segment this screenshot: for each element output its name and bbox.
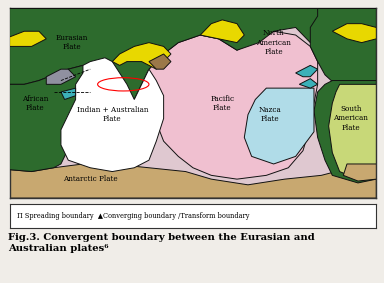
- Text: Pacific
Plate: Pacific Plate: [210, 95, 234, 112]
- Polygon shape: [145, 31, 318, 179]
- Polygon shape: [200, 20, 244, 43]
- Polygon shape: [10, 164, 376, 198]
- Text: Fig.3. Convergent boundary between the Eurasian and
Australian plates⁶: Fig.3. Convergent boundary between the E…: [8, 233, 314, 253]
- Polygon shape: [332, 24, 376, 43]
- Polygon shape: [314, 81, 376, 183]
- Polygon shape: [10, 31, 46, 46]
- Polygon shape: [46, 69, 76, 84]
- Text: Indian + Australian
Plate: Indian + Australian Plate: [76, 106, 148, 123]
- Polygon shape: [112, 43, 171, 69]
- Text: Antarctic Plate: Antarctic Plate: [63, 175, 118, 183]
- Text: Nazca
Plate: Nazca Plate: [258, 106, 281, 123]
- Polygon shape: [296, 65, 318, 77]
- Text: North
American
Plate: North American Plate: [256, 29, 291, 56]
- Text: South
American
Plate: South American Plate: [333, 105, 368, 132]
- Polygon shape: [329, 84, 376, 179]
- Polygon shape: [310, 8, 376, 100]
- Polygon shape: [61, 88, 76, 100]
- Polygon shape: [244, 88, 314, 164]
- Polygon shape: [299, 79, 318, 88]
- Polygon shape: [149, 54, 171, 69]
- Text: Eurasian
Plate: Eurasian Plate: [56, 34, 88, 51]
- Text: African
Plate: African Plate: [22, 95, 48, 112]
- Polygon shape: [343, 164, 376, 181]
- Polygon shape: [10, 8, 376, 113]
- Polygon shape: [10, 65, 90, 171]
- Polygon shape: [61, 58, 164, 171]
- Text: Π Spreading boundary  ▲Converging boundary /Transform boundary: Π Spreading boundary ▲Converging boundar…: [17, 212, 250, 220]
